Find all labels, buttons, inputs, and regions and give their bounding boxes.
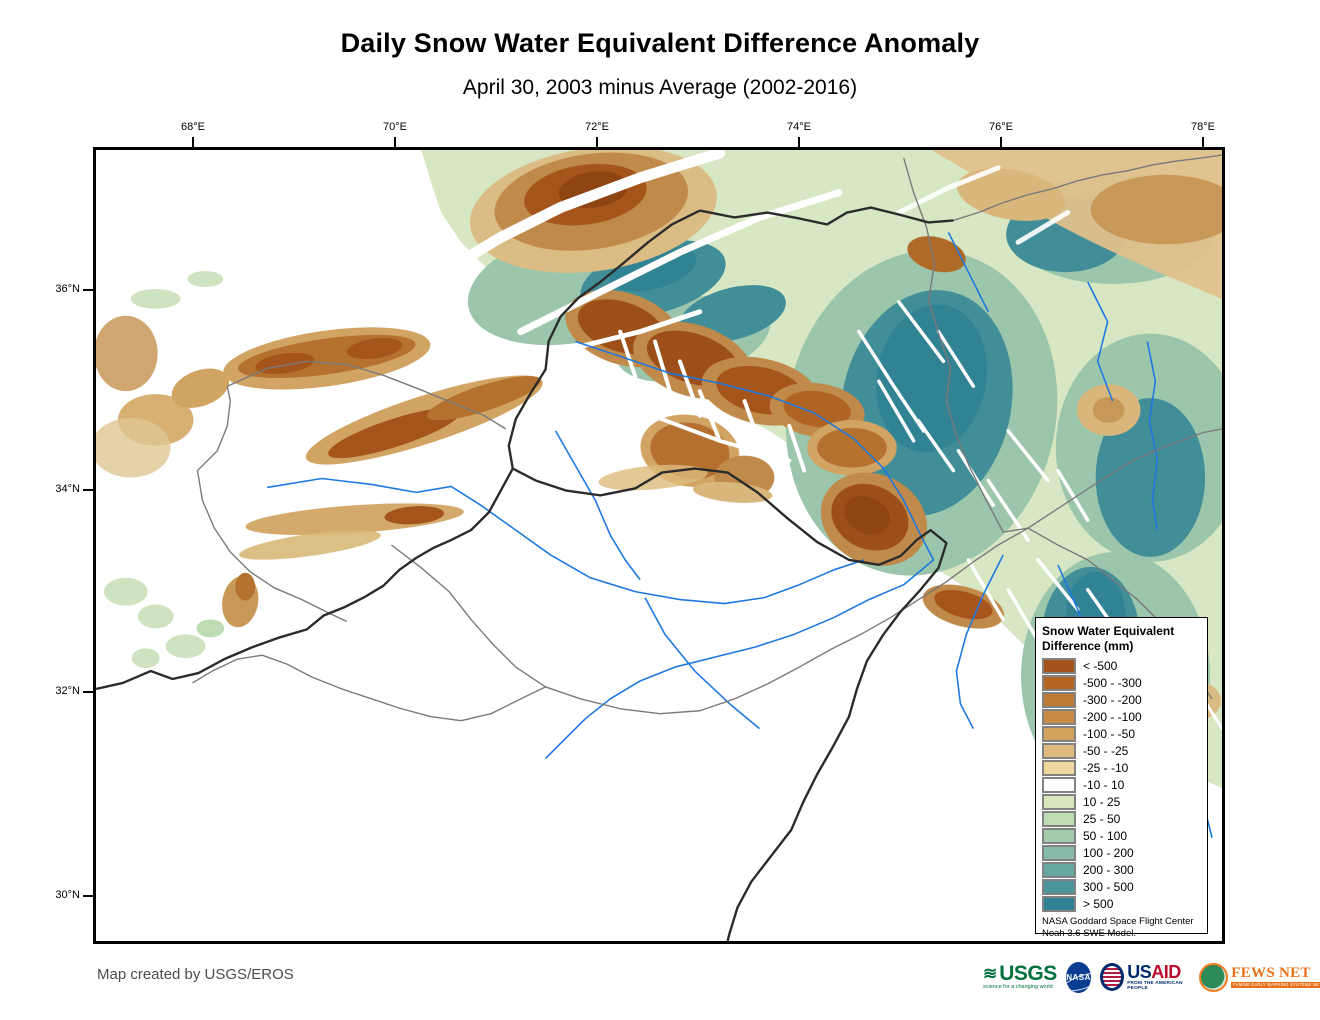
x-tick-label: 72°E (585, 121, 609, 133)
y-tick-mark (83, 895, 94, 897)
fews-net-logo: FEWS NET FAMINE EARLY WARNING SYSTEMS NE… (1199, 962, 1320, 992)
legend-item: -300 - -200 (1042, 691, 1201, 708)
usgs-wave-icon: ≋ (983, 964, 998, 984)
legend-swatch (1042, 708, 1076, 725)
legend-item: 100 - 200 (1042, 844, 1201, 861)
legend-item: 25 - 50 (1042, 810, 1201, 827)
legend-swatch (1042, 759, 1076, 776)
x-tick-label: 68°E (181, 121, 205, 133)
legend-swatch (1042, 776, 1076, 793)
y-tick-label: 30°N (55, 889, 80, 901)
y-tick-mark (83, 691, 94, 693)
x-tick-mark (394, 137, 396, 148)
legend-swatch (1042, 895, 1076, 912)
x-tick-mark (596, 137, 598, 148)
legend-item: < -500 (1042, 657, 1201, 674)
x-tick-mark (798, 137, 800, 148)
page-title: Daily Snow Water Equivalent Difference A… (340, 28, 980, 58)
legend-swatch (1042, 657, 1076, 674)
y-tick-label: 32°N (55, 685, 80, 697)
usaid-logo: USAID FROM THE AMERICAN PEOPLE (1100, 963, 1190, 992)
legend-swatch (1042, 878, 1076, 895)
legend-swatch (1042, 742, 1076, 759)
x-tick-label: 74°E (787, 121, 811, 133)
x-tick-mark (192, 137, 194, 148)
legend-item: -100 - -50 (1042, 725, 1201, 742)
usaid-emblem-icon (1100, 963, 1125, 991)
usgs-logo: ≋ USGS science for a changing world (983, 962, 1057, 991)
x-tick-mark (1202, 137, 1204, 148)
legend-swatch (1042, 725, 1076, 742)
y-tick-mark (83, 489, 94, 491)
legend-swatch (1042, 691, 1076, 708)
country-boundaries (96, 206, 954, 941)
y-tick-label: 36°N (55, 283, 80, 295)
legend-swatch (1042, 861, 1076, 878)
legend-item: -500 - -300 (1042, 674, 1201, 691)
legend-title: Snow Water Equivalent Difference (mm) (1042, 624, 1175, 653)
legend-item: 200 - 300 (1042, 861, 1201, 878)
legend-swatch (1042, 844, 1076, 861)
map-credit: Map created by USGS/EROS (97, 966, 294, 983)
legend-item: 50 - 100 (1042, 827, 1201, 844)
legend-item: -50 - -25 (1042, 742, 1201, 759)
legend-item: -25 - -10 (1042, 759, 1201, 776)
legend: Snow Water Equivalent Difference (mm) < … (1035, 617, 1208, 939)
legend-rows: < -500 -500 - -300 -300 - -200 -200 - -1… (1042, 657, 1201, 912)
y-tick-mark (83, 289, 94, 291)
legend-item: 10 - 25 (1042, 793, 1201, 810)
legend-attribution: NASA Goddard Space Flight Center Noah 3.… (1042, 916, 1194, 940)
legend-item: -10 - 10 (1042, 776, 1201, 793)
nasa-logo: NASA (1065, 961, 1092, 993)
legend-item: 300 - 500 (1042, 878, 1201, 895)
admin-boundaries (192, 154, 1222, 722)
legend-item: -200 - -100 (1042, 708, 1201, 725)
footer-logos: ≋ USGS science for a changing world NASA… (983, 956, 1320, 998)
legend-swatch (1042, 674, 1076, 691)
page-subtitle: April 30, 2003 minus Average (2002-2016) (462, 76, 858, 99)
x-tick-label: 76°E (989, 121, 1013, 133)
legend-swatch (1042, 810, 1076, 827)
map-frame (93, 147, 1225, 944)
x-tick-label: 70°E (383, 121, 407, 133)
fews-globe-icon (1199, 962, 1229, 992)
legend-swatch (1042, 793, 1076, 810)
legend-swatch (1042, 827, 1076, 844)
x-tick-label: 78°E (1191, 121, 1215, 133)
y-tick-label: 34°N (55, 483, 80, 495)
legend-item: > 500 (1042, 895, 1201, 912)
anomaly-map (96, 150, 1222, 941)
x-tick-mark (1000, 137, 1002, 148)
